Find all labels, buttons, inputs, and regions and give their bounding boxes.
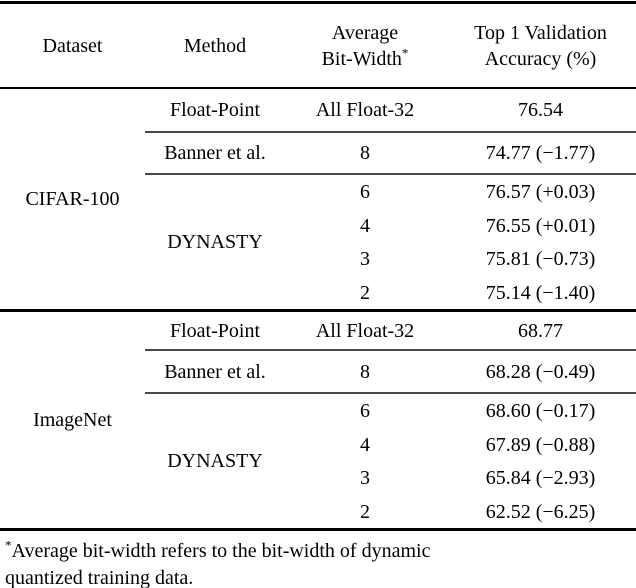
bitwidth-cell: 6 [285,392,445,428]
header-row: Dataset Method Average Bit-Width* Top 1 … [0,2,636,89]
bitwidth-cell: 2 [360,281,370,304]
table-row: 2 62.52 (−6.25) [0,495,636,530]
col-header-bitwidth: Average Bit-Width* [285,2,445,89]
method-cell-dynasty: DYNASTY [145,173,285,311]
bitwidth-cell: 4 [360,214,370,237]
bitwidth-cell: All Float-32 [315,99,415,121]
bitwidth-header-asterisk: * [401,44,409,60]
table-row: 3 75.81 (−0.73) [0,242,636,276]
accuracy-cell: 62.52 (−6.25) [485,500,596,523]
section-imagenet: ImageNet Float-Point All Float-32 68.77 … [0,309,636,530]
bitwidth-header-line2: Bit-Width [321,47,402,70]
bitwidth-cell: All Float-32 [285,309,445,350]
method-cell: Float-Point [145,309,285,350]
table-row: 4 76.55 (+0.01) [0,209,636,242]
bitwidth-cell: 8 [285,131,445,174]
table-footnote: *Average bit-width refers to the bit-wid… [5,538,628,588]
dataset-cell-imagenet: ImageNet [0,309,145,530]
accuracy-cell: 65.84 (−2.93) [485,467,596,489]
table-row: DYNASTY 6 76.57 (+0.03) [0,173,636,311]
accuracy-cell: 68.60 (−0.17) [445,392,636,428]
footnote-line1: Average bit-width refers to the bit-widt… [11,540,431,562]
accuracy-cell: 75.81 (−0.73) [485,248,596,270]
accuracy-cell: 74.77 (−1.77) [445,131,636,174]
accuracy-cell: 68.77 [445,309,636,350]
table-row: 3 65.84 (−2.93) [0,461,636,495]
footnote-line2: quantized training data. [5,567,194,588]
bitwidth-cell: 4 [360,433,370,456]
table-row: ImageNet Float-Point All Float-32 68.77 [0,309,636,530]
table-row: 4 67.89 (−0.88) [0,428,636,461]
bitwidth-cell: 3 [360,467,370,489]
table-row: CIFAR-100 Float-Point All Float-32 76.54 [0,88,636,210]
accuracy-cell: 67.89 (−0.88) [485,433,596,456]
table-row: 2 75.14 (−1.40) [0,276,636,311]
accuracy-cell: 68.28 (−0.49) [445,349,636,393]
method-cell: Float-Point [169,99,260,121]
accuracy-cell: 76.57 (+0.03) [445,173,636,209]
col-header-accuracy: Top 1 Validation Accuracy (%) [445,2,636,89]
col-header-dataset: Dataset [0,2,145,89]
bitwidth-cell: 8 [285,349,445,393]
bitwidth-cell: 2 [360,500,370,523]
footnote-asterisk: * [5,537,12,553]
table-row: Banner et al. 8 74.77 (−1.77) [0,131,636,174]
table-row: Banner et al. 8 68.28 (−0.49) [0,349,636,393]
section-cifar100: CIFAR-100 Float-Point All Float-32 76.54… [0,88,636,311]
method-cell-dynasty: DYNASTY [145,392,285,530]
col-header-method: Method [145,2,285,89]
method-cell: Banner et al. [145,131,285,174]
bitwidth-header-line1: Average [331,21,399,44]
table-row: DYNASTY 6 68.60 (−0.17) [0,392,636,530]
accuracy-cell: 75.14 (−1.40) [485,281,596,304]
accuracy-cell: 76.55 (+0.01) [485,214,596,237]
accuracy-cell: 76.54 [518,99,563,121]
bitwidth-cell: 3 [360,248,370,270]
accuracy-header-line2: Accuracy (%) [484,47,597,70]
quantization-results-table: Dataset Method Average Bit-Width* Top 1 … [0,1,636,531]
method-cell: Banner et al. [145,349,285,393]
bitwidth-cell: 6 [285,173,445,209]
accuracy-header-line1: Top 1 Validation [474,21,607,44]
dataset-cell-cifar100: CIFAR-100 [25,188,120,210]
table-header: Dataset Method Average Bit-Width* Top 1 … [0,2,636,89]
